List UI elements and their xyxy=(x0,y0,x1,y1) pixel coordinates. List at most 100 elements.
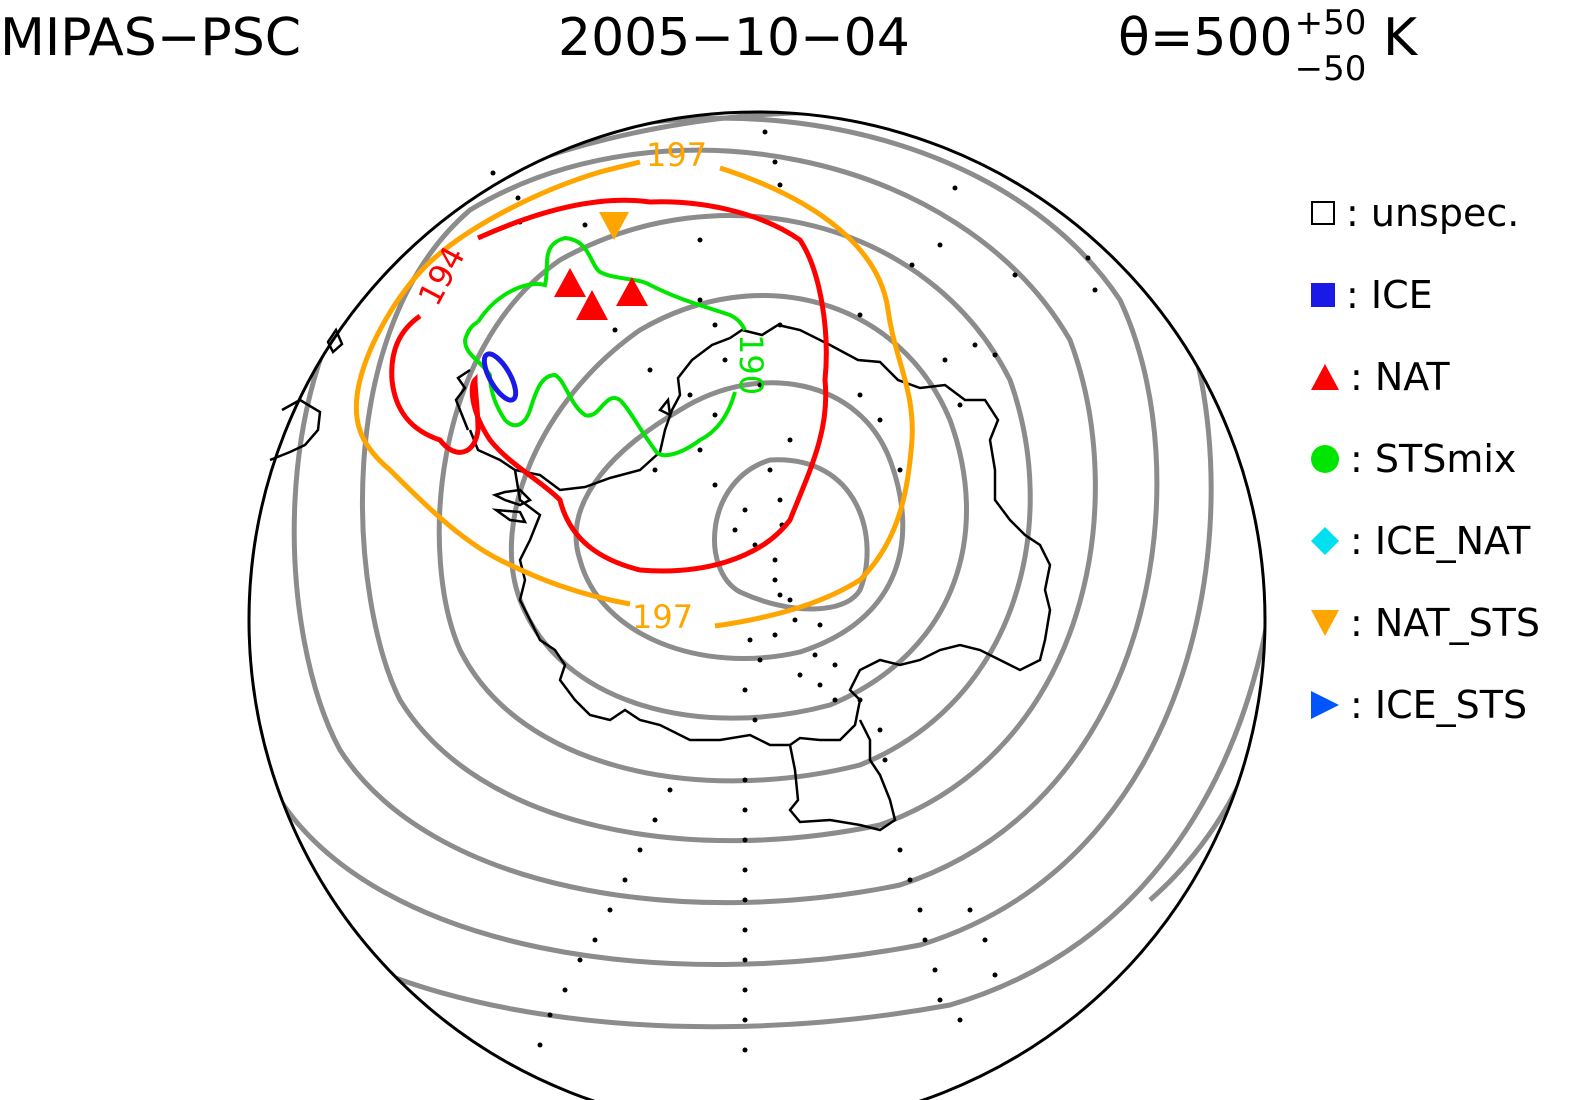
observation-point xyxy=(697,447,703,453)
observation-point xyxy=(607,907,613,913)
observation-point xyxy=(742,687,748,693)
legend-item-ice-sts: : ICE_STS xyxy=(1310,683,1528,727)
observation-point xyxy=(909,262,915,268)
observation-point xyxy=(1085,255,1091,261)
observation-point xyxy=(562,987,568,993)
observation-point xyxy=(992,972,998,978)
observation-points xyxy=(490,129,1098,1053)
contour-label-197-top: 197 xyxy=(646,136,707,174)
observation-point xyxy=(832,697,838,703)
observation-point xyxy=(687,392,693,398)
observation-point xyxy=(777,322,783,328)
observation-point xyxy=(772,159,778,165)
coastline-peninsula xyxy=(454,368,471,431)
observation-point xyxy=(712,482,718,488)
observation-point xyxy=(767,467,773,473)
observation-point xyxy=(742,897,748,903)
legend-label: : ICE_NAT xyxy=(1350,519,1531,563)
observation-point xyxy=(857,392,863,398)
coastline-island xyxy=(326,327,344,355)
observation-point xyxy=(712,322,718,328)
observation-point xyxy=(952,185,958,191)
observation-point xyxy=(742,987,748,993)
nat-marker xyxy=(576,290,608,320)
contour-label-197-bottom: 197 xyxy=(632,598,693,636)
observation-point xyxy=(722,357,728,363)
temperature-contours xyxy=(249,112,1265,1030)
observation-point xyxy=(637,847,643,853)
theta-range: +50+50−50 xyxy=(1294,3,1367,86)
observation-point xyxy=(697,237,703,243)
theta-plus: +50 xyxy=(1294,3,1367,43)
temperature-contour xyxy=(360,147,1098,844)
observation-point xyxy=(922,937,928,943)
observation-point xyxy=(832,662,838,668)
coastline-antarctica xyxy=(468,323,1052,832)
observation-point xyxy=(772,557,778,563)
observation-point xyxy=(742,867,748,873)
observation-point xyxy=(697,297,703,303)
observation-point xyxy=(742,807,748,813)
antarctica-coastline xyxy=(269,323,1052,832)
observation-point xyxy=(742,777,748,783)
observation-point xyxy=(592,937,598,943)
legend-label: : STSmix xyxy=(1350,437,1517,481)
observation-point xyxy=(577,957,583,963)
theta-value: θ=500 xyxy=(1118,8,1293,68)
observation-point xyxy=(742,1047,748,1053)
observation-point xyxy=(732,527,738,533)
observation-point xyxy=(752,542,758,548)
nat-sts-marker xyxy=(599,212,629,240)
legend-item-stsmix: : STSmix xyxy=(1310,437,1517,481)
contour-194 xyxy=(389,197,829,574)
observation-point xyxy=(742,927,748,933)
observation-point xyxy=(772,577,778,583)
observation-point xyxy=(937,242,943,248)
observation-point xyxy=(742,1017,748,1023)
triangle-right-icon xyxy=(1311,691,1339,719)
observation-point xyxy=(1092,287,1098,293)
observation-point xyxy=(1012,272,1018,278)
observation-point xyxy=(652,817,658,823)
theta-title: θ=500+50+50−50 K xyxy=(1118,3,1418,86)
temperature-contour xyxy=(291,115,1160,906)
square-icon xyxy=(1311,283,1335,307)
date-title: 2005−10−04 xyxy=(558,8,910,68)
observation-point xyxy=(877,727,883,733)
observation-point xyxy=(812,652,818,658)
observation-point xyxy=(942,357,948,363)
legend-label: : ICE xyxy=(1346,273,1433,317)
observation-point xyxy=(622,877,628,883)
globe-outline xyxy=(247,110,1267,1100)
observation-point xyxy=(917,907,923,913)
temperature-contour xyxy=(436,213,1033,784)
observation-point xyxy=(857,697,863,703)
coastline-island xyxy=(491,508,528,524)
nat-marker xyxy=(554,268,586,297)
observation-point xyxy=(787,597,793,603)
observation-point xyxy=(792,617,798,623)
temperature-contour xyxy=(712,457,870,612)
observation-point xyxy=(742,507,748,513)
triangle-down-icon xyxy=(1311,610,1339,636)
coastline-island xyxy=(658,396,672,418)
observation-point xyxy=(490,170,496,176)
observation-point xyxy=(652,467,658,473)
observation-point xyxy=(972,342,978,348)
legend-label: : NAT xyxy=(1350,355,1450,399)
theta-unit: K xyxy=(1382,8,1418,68)
coastline-antarctica xyxy=(513,469,790,747)
observation-point xyxy=(772,632,778,638)
contour-label-190: 190 xyxy=(732,334,770,395)
observation-point xyxy=(857,312,863,318)
temperature-contour xyxy=(508,293,969,721)
ice-contour xyxy=(481,351,519,403)
legend-item-nat: : NAT xyxy=(1310,355,1450,399)
legend-label: : ICE_STS xyxy=(1350,683,1528,727)
observation-point xyxy=(907,877,913,883)
theta-minus: −50 xyxy=(1294,49,1367,89)
temperature-contour xyxy=(573,380,906,661)
observation-point xyxy=(877,417,883,423)
observation-point xyxy=(667,787,673,793)
